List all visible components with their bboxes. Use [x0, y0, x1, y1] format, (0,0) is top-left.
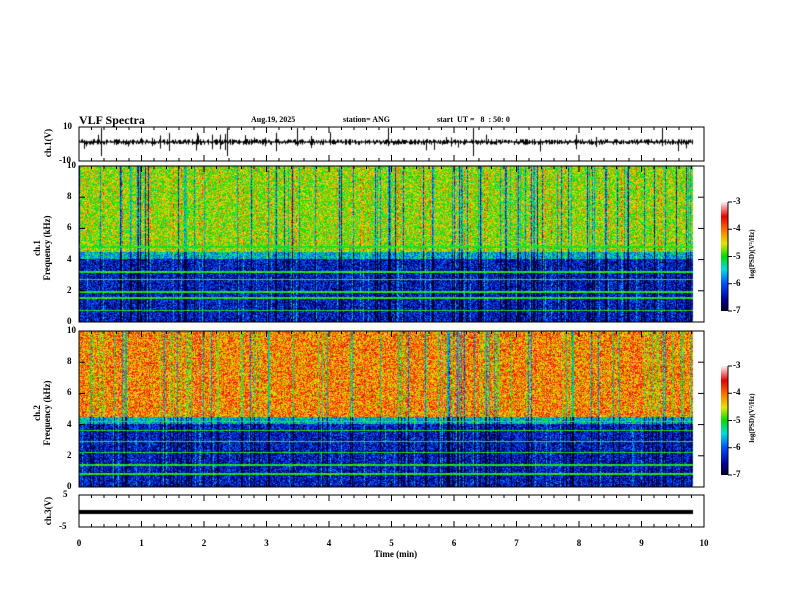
ch2-spectrogram	[79, 331, 704, 487]
station-label: station= ANG	[343, 115, 391, 124]
colorbar-tick-label: -4	[733, 387, 741, 398]
ch3-voltage-ylabel: ch.3(V)	[43, 496, 53, 526]
y-tick-label: 4	[67, 418, 72, 429]
y-tick-label: 4	[67, 253, 72, 264]
panel-frame	[78, 330, 705, 488]
y-tick-label: 2	[67, 284, 72, 295]
colorbar-tick-label: -5	[733, 250, 741, 261]
ch1-spectrogram	[79, 166, 704, 322]
y-tick-label: 6	[67, 387, 72, 398]
x-tick-label: 10	[699, 538, 709, 548]
y-tick-label: 10	[67, 325, 76, 335]
colorbar-ch1-label: log(PSD)(V²/Hz)	[748, 229, 756, 279]
ch1-frequency-ylabel: ch.1 Frequency (kHz)	[32, 215, 52, 281]
plot-title: VLF Spectra	[79, 113, 145, 127]
x-axis-label: Time (min)	[374, 549, 418, 559]
y-tick-label: 0	[67, 316, 72, 326]
colorbar-tick-label: -3	[733, 196, 741, 206]
x-tick-label: 7	[514, 538, 519, 548]
x-tick-label: 5	[389, 538, 394, 548]
x-tick-label: 1	[139, 538, 144, 548]
x-tick-label: 2	[201, 538, 207, 548]
y-tick-label: 0	[67, 481, 72, 491]
y-tick-label: 10	[63, 121, 72, 131]
x-tick-label: 0	[76, 538, 82, 548]
x-tick-label: 3	[264, 538, 269, 548]
colorbar-tick-label: -3	[733, 360, 741, 370]
colorbar-tick-label: -5	[733, 414, 741, 425]
colorbar-tick-label: -4	[733, 223, 741, 234]
x-tick-label: 9	[639, 538, 644, 548]
colorbar-tick-label: -7	[733, 305, 741, 315]
colorbar-tick-label: -6	[733, 277, 741, 288]
x-tick-label: 6	[451, 538, 457, 548]
ch1-voltage-ylabel: ch.1(V)	[43, 128, 53, 158]
x-tick-label: 8	[576, 538, 582, 548]
colorbar-tick-label: -7	[733, 469, 741, 479]
colorbar-ch2	[721, 366, 728, 475]
y-tick-label: 8	[67, 191, 72, 202]
panel-frame	[78, 165, 705, 323]
y-tick-label: 6	[67, 222, 72, 233]
y-tick-label: 10	[67, 160, 76, 170]
y-tick-label: 8	[67, 356, 72, 367]
y-tick-label: 5	[63, 489, 68, 499]
ch2-frequency-ylabel: ch.2 Frequency (kHz)	[32, 380, 52, 446]
colorbar-tick-label: -6	[733, 441, 741, 452]
x-tick-label: 4	[326, 538, 332, 548]
colorbar-ch2-label: log(PSD)(V²/Hz)	[748, 393, 756, 443]
start-time-label: start UT = 8 : 50: 0	[437, 115, 510, 124]
date-label: Aug.19, 2025	[251, 115, 296, 124]
y-tick-label: -5	[59, 521, 67, 531]
y-tick-label: -10	[59, 155, 71, 165]
colorbar-ch1	[721, 202, 728, 311]
y-tick-label: 2	[67, 449, 72, 460]
